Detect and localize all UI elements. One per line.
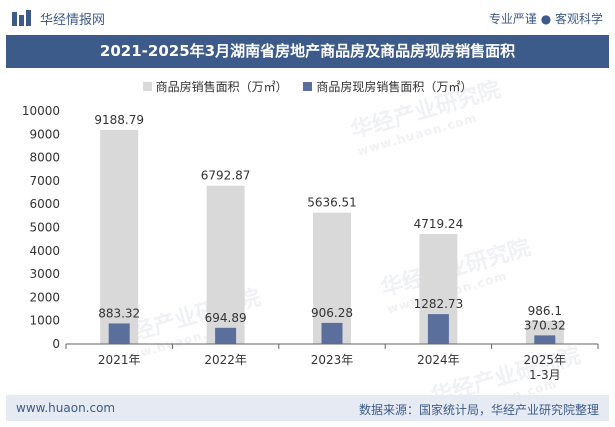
y-tick-label: 5000 <box>29 221 60 235</box>
data-label-spot: 370.32 <box>524 318 566 332</box>
footer-website: www.huaon.com <box>16 401 116 415</box>
y-tick-label: 1000 <box>29 314 60 328</box>
legend-label-spot: 商品房现房销售面积（万㎡） <box>316 80 473 94</box>
chart-title: 2021-2025年3月湖南省房地产商品房及商品房现房销售面积 <box>99 42 516 60</box>
y-tick-label: 4000 <box>29 244 60 258</box>
data-label-sales: 4719.24 <box>414 217 464 231</box>
data-label-spot: 906.28 <box>311 306 353 320</box>
bar-chart: 0 1000 2000 3000 4000 5000 6000 7000 8000 9000 100… <box>22 104 599 382</box>
y-tick-label: 3000 <box>29 267 60 281</box>
y-tick-label: 2000 <box>29 290 60 304</box>
chart-legend: 商品房销售面积（万㎡） 商品房现房销售面积（万㎡） <box>0 78 615 95</box>
data-label-sales: 986.1 <box>528 304 562 318</box>
data-label-sales: 5636.51 <box>307 196 357 210</box>
bar-spot <box>534 335 556 344</box>
x-tick-label: 2023年 <box>311 353 354 367</box>
data-label-spot: 883.32 <box>98 306 140 320</box>
header-bar: 华经情报网 专业严谨 ● 客观科学 <box>0 0 615 35</box>
x-tick-label: 2024年 <box>417 353 460 367</box>
legend-item-sales: 商品房销售面积（万㎡） <box>142 78 288 95</box>
bar-sales <box>206 185 245 344</box>
legend-item-spot: 商品房现房销售面积（万㎡） <box>303 78 472 95</box>
brand-logo-icon <box>12 10 31 26</box>
y-axis: 0 1000 2000 3000 4000 5000 6000 7000 8000 9000 100… <box>22 104 60 351</box>
y-tick-label: 8000 <box>29 151 60 165</box>
x-tick-label: 2022年 <box>204 353 247 367</box>
x-tick-label: 2021年 <box>98 353 141 367</box>
y-tick-label: 7000 <box>29 174 60 188</box>
y-tick-label: 9000 <box>29 127 60 141</box>
y-tick-label: 10000 <box>22 104 60 118</box>
bar-spot <box>108 323 130 344</box>
y-tick-label: 0 <box>52 337 60 351</box>
bar-sales <box>313 212 351 344</box>
x-axis: 2021年 2022年 2023年 2024年 2025年 1-3月 <box>65 343 599 382</box>
x-tick-label: 2025年 1-3月 <box>524 353 567 382</box>
header-slogan: 专业严谨 ● 客观科学 <box>488 12 603 26</box>
footer-bar: www.huaon.com 数据来源：国家统计局，华经产业研究院整理 <box>6 395 609 421</box>
title-bar: 2021-2025年3月湖南省房地产商品房及商品房现房销售面积 <box>6 35 609 68</box>
y-tick-label: 6000 <box>29 197 60 211</box>
footer-source: 数据来源：国家统计局，华经产业研究院整理 <box>358 403 599 417</box>
data-label-sales: 6792.87 <box>201 169 251 183</box>
brand-name: 华经情报网 <box>40 13 106 28</box>
bar-spot <box>215 327 237 344</box>
legend-label-sales: 商品房销售面积（万㎡） <box>155 80 288 94</box>
data-label-sales: 9188.79 <box>94 113 144 127</box>
bar-group: 9188.79 883.32 6792.87 694.89 5636.51 906.28 4… <box>94 113 566 344</box>
bar-spot <box>427 314 449 344</box>
data-label-spot: 694.89 <box>205 311 247 325</box>
data-label-spot: 1282.73 <box>414 297 464 311</box>
bar-spot <box>321 322 343 344</box>
legend-swatch-sales <box>142 82 152 91</box>
bar-sales <box>100 129 139 344</box>
legend-swatch-spot <box>303 82 313 91</box>
